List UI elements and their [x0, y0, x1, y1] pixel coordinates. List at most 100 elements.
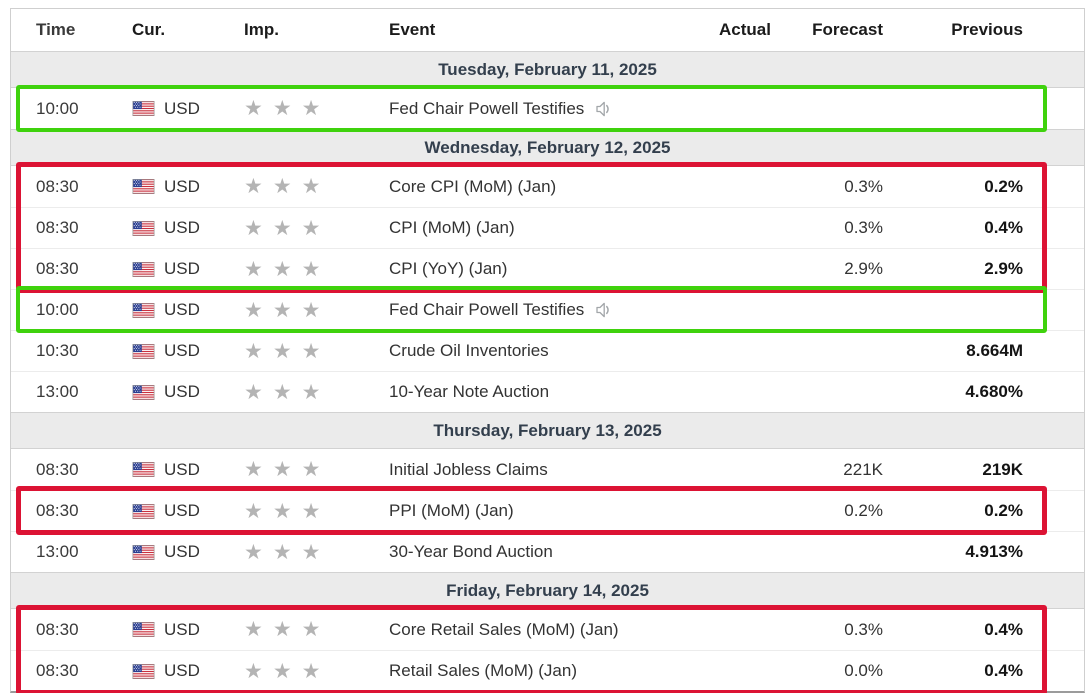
star-icon: ★ [301, 175, 321, 198]
date-label: Wednesday, February 12, 2025 [424, 137, 671, 157]
star-icon: ★ [272, 97, 292, 120]
event-row[interactable]: 08:30 USD ★ ★ ★ CPI (YoY) (Jan) 2.9% 2.9% [11, 248, 1084, 289]
previous-value: 4.680% [965, 382, 1023, 401]
currency-code: USD [164, 459, 200, 479]
event-row[interactable]: 13:00 USD ★ ★ ★ 10-Year Note Auction 4.680% [11, 371, 1084, 412]
event-time: 08:30 [36, 501, 79, 520]
table-body: Tuesday, February 11, 2025 10:00 USD ★ ★ ★ Fed… [11, 51, 1084, 691]
currency-code: USD [164, 341, 200, 360]
event-name[interactable]: Fed Chair Powell Testifies [389, 98, 585, 118]
previous-value: 0.2% [984, 176, 1023, 196]
star-icon: ★ [244, 97, 263, 120]
event-name[interactable]: 10-Year Note Auction [389, 382, 550, 401]
event-name[interactable]: Fed Chair Powell Testifies [389, 300, 585, 319]
actual-value [681, 609, 771, 650]
actual-value [681, 208, 771, 248]
currency-cell: USD [124, 290, 239, 330]
actual-value [681, 166, 771, 207]
previous-value: 0.4% [984, 218, 1023, 237]
economic-calendar-table: Time Cur. Imp. Event Actual Forecast Pre… [10, 8, 1085, 693]
event-name[interactable]: Initial Jobless Claims [389, 459, 548, 479]
event-row[interactable]: 08:30 USD ★ ★ ★ Retail Sales (MoM) (Jan) 0.0% 0… [11, 650, 1084, 691]
event-name[interactable]: Crude Oil Inventories [389, 341, 549, 360]
currency-code: USD [164, 661, 200, 680]
star-icon: ★ [244, 298, 263, 322]
event-cell: CPI (YoY) (Jan) [379, 249, 681, 289]
event-name[interactable]: Core Retail Sales (MoM) (Jan) [389, 619, 619, 639]
event-time: 08:30 [36, 259, 79, 278]
event-time: 08:30 [36, 459, 79, 479]
actual-value [681, 651, 771, 691]
star-icon: ★ [272, 618, 292, 641]
star-icon: ★ [301, 298, 321, 322]
currency-code: USD [164, 259, 200, 278]
actual-value [681, 249, 771, 289]
star-icon: ★ [301, 458, 321, 481]
speaker-icon[interactable] [595, 101, 614, 117]
event-time: 08:30 [36, 661, 79, 680]
event-cell: CPI (MoM) (Jan) [379, 208, 681, 248]
date-label: Tuesday, February 11, 2025 [438, 59, 657, 79]
event-cell: Core Retail Sales (MoM) (Jan) [379, 609, 681, 650]
importance-stars: ★ ★ ★ [239, 331, 379, 371]
previous-value: 0.4% [984, 619, 1023, 639]
forecast-value: 0.3% [844, 176, 883, 196]
star-icon: ★ [272, 540, 292, 564]
event-name[interactable]: PPI (MoM) (Jan) [389, 501, 514, 520]
currency-code: USD [164, 619, 200, 639]
actual-value [681, 449, 771, 490]
event-cell: 30-Year Bond Auction [379, 532, 681, 572]
event-row[interactable]: 10:00 USD ★ ★ ★ Fed Chair Powell Testifies [11, 88, 1084, 129]
star-icon: ★ [244, 659, 263, 683]
date-label: Thursday, February 13, 2025 [433, 420, 662, 440]
event-name[interactable]: Retail Sales (MoM) (Jan) [389, 661, 577, 680]
star-icon: ★ [272, 458, 292, 481]
importance-stars: ★ ★ ★ [239, 532, 379, 572]
star-icon: ★ [301, 216, 321, 240]
event-cell: PPI (MoM) (Jan) [379, 491, 681, 531]
event-row[interactable]: 08:30 USD ★ ★ ★ Initial Jobless Claims 221K 219… [11, 449, 1084, 490]
star-icon: ★ [244, 458, 263, 481]
star-icon: ★ [272, 339, 292, 363]
forecast-value [771, 372, 883, 412]
event-time: 10:30 [36, 341, 79, 360]
event-row[interactable]: 08:30 USD ★ ★ ★ CPI (MoM) (Jan) 0.3% 0.4% [11, 207, 1084, 248]
event-row[interactable]: 08:30 USD ★ ★ ★ Core Retail Sales (MoM) (Jan)… [11, 609, 1084, 650]
col-header-actual: Actual [719, 20, 771, 39]
table-header-row: Time Cur. Imp. Event Actual Forecast Pre… [11, 9, 1084, 51]
importance-stars: ★ ★ ★ [239, 449, 379, 490]
currency-cell: USD [124, 249, 239, 289]
us-flag-icon [132, 462, 155, 477]
star-icon: ★ [244, 380, 263, 404]
actual-value [681, 290, 771, 330]
event-name[interactable]: 30-Year Bond Auction [389, 542, 553, 561]
previous-value [883, 88, 1023, 129]
event-cell: Retail Sales (MoM) (Jan) [379, 651, 681, 691]
us-flag-icon [132, 261, 155, 277]
actual-value [681, 491, 771, 531]
event-time: 08:30 [36, 619, 79, 639]
event-row[interactable]: 13:00 USD ★ ★ ★ 30-Year Bond Auction 4.913% [11, 531, 1084, 572]
us-flag-icon [132, 179, 155, 194]
event-name[interactable]: CPI (YoY) (Jan) [389, 259, 508, 278]
importance-stars: ★ ★ ★ [239, 249, 379, 289]
col-header-event: Event [389, 20, 436, 39]
importance-stars: ★ ★ ★ [239, 491, 379, 531]
importance-stars: ★ ★ ★ [239, 609, 379, 650]
event-name[interactable]: CPI (MoM) (Jan) [389, 218, 515, 237]
speaker-icon[interactable] [595, 302, 614, 318]
us-flag-icon [132, 101, 155, 116]
us-flag-icon [132, 544, 155, 560]
event-row[interactable]: 08:30 USD ★ ★ ★ Core CPI (MoM) (Jan) 0.3% 0.2% [11, 166, 1084, 207]
event-row[interactable]: 08:30 USD ★ ★ ★ PPI (MoM) (Jan) 0.2% 0.2% [11, 490, 1084, 531]
event-time: 13:00 [36, 382, 79, 401]
event-row[interactable]: 10:00 USD ★ ★ ★ Fed Chair Powell Testifies [11, 289, 1084, 330]
currency-cell: USD [124, 88, 239, 129]
event-name[interactable]: Core CPI (MoM) (Jan) [389, 176, 557, 196]
star-icon: ★ [272, 499, 292, 523]
us-flag-icon [132, 622, 155, 637]
star-icon: ★ [244, 618, 263, 641]
forecast-value [771, 88, 883, 129]
event-row[interactable]: 10:30 USD ★ ★ ★ Crude Oil Inventories 8.664M [11, 330, 1084, 371]
